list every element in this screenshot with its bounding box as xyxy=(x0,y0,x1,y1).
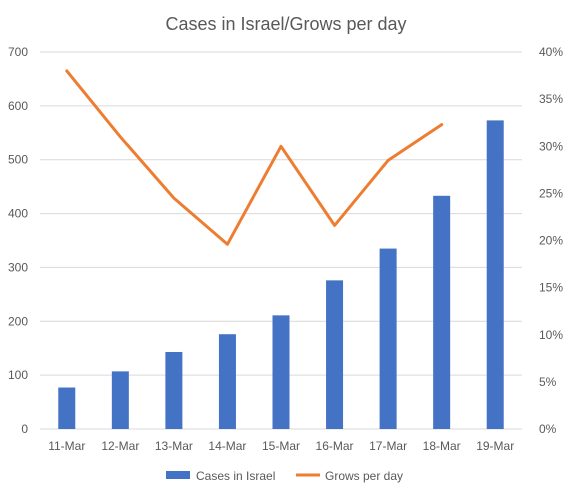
left-tick-label: 500 xyxy=(8,153,28,167)
x-axis: 11-Mar 12-Mar 13-Mar 14-Mar 15-Mar 16-Mar 17-M… xyxy=(48,439,514,453)
left-tick-label: 400 xyxy=(8,207,28,221)
right-tick-label: 35% xyxy=(539,92,563,106)
bar xyxy=(272,315,290,429)
x-tick-label: 14-Mar xyxy=(208,439,246,453)
bar xyxy=(165,351,183,429)
left-tick-label: 200 xyxy=(8,314,28,328)
legend-label-grows: Grows per day xyxy=(325,469,403,483)
bar xyxy=(218,334,236,429)
right-tick-label: 15% xyxy=(539,281,563,295)
x-tick-label: 19-Mar xyxy=(476,439,514,453)
bar xyxy=(379,248,397,429)
right-tick-label: 30% xyxy=(539,139,563,153)
bar xyxy=(326,280,344,429)
chart-title: Cases in Israel/Grows per day xyxy=(165,14,406,34)
right-tick-label: 0% xyxy=(539,422,557,436)
legend-swatch-cases xyxy=(166,471,190,479)
bar xyxy=(486,120,504,430)
x-tick-label: 11-Mar xyxy=(48,439,85,453)
x-tick-label: 18-Mar xyxy=(423,439,461,453)
right-axis: 0% 5% 10% 15% 20% 25% 30% 35% 40% xyxy=(539,45,563,436)
legend-label-cases: Cases in Israel xyxy=(196,469,275,483)
x-tick-label: 17-Mar xyxy=(369,439,407,453)
bar xyxy=(58,387,76,429)
left-tick-label: 100 xyxy=(8,368,28,382)
right-tick-label: 20% xyxy=(539,234,563,248)
series-line xyxy=(65,69,444,246)
x-tick-label: 16-Mar xyxy=(316,439,354,453)
legend: Cases in Israel Grows per day xyxy=(166,469,403,483)
x-tick-label: 13-Mar xyxy=(155,439,193,453)
x-tick-label: 15-Mar xyxy=(262,439,300,453)
left-tick-label: 600 xyxy=(8,99,28,113)
bar-series-cases xyxy=(58,120,504,430)
right-tick-label: 5% xyxy=(539,375,557,389)
left-axis: 0 100 200 300 400 500 600 700 xyxy=(8,45,28,436)
line-series-grows xyxy=(65,69,444,246)
x-tick-label: 12-Mar xyxy=(101,439,139,453)
bar xyxy=(433,195,451,429)
right-tick-label: 10% xyxy=(539,328,563,342)
bar xyxy=(111,371,129,429)
left-tick-label: 700 xyxy=(8,45,28,59)
left-tick-label: 300 xyxy=(8,260,28,274)
left-tick-label: 0 xyxy=(21,422,28,436)
right-tick-label: 40% xyxy=(539,45,563,59)
right-tick-label: 25% xyxy=(539,186,563,200)
